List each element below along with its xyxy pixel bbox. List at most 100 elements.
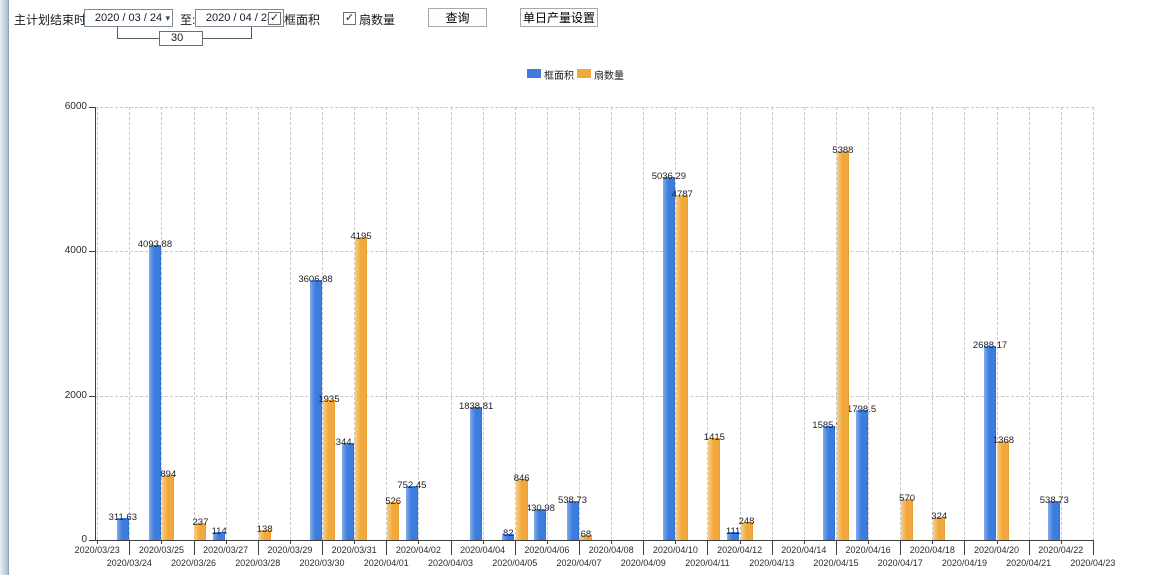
y-axis-tick-label: 2000: [64, 389, 87, 401]
bar-value-label: 138: [256, 524, 273, 536]
bar-value-label: 114: [211, 525, 227, 537]
gridline-vertical: [611, 107, 613, 540]
y-axis-tick: [89, 540, 95, 541]
x-axis-tick: [1028, 540, 1030, 555]
checkbox-fan-count-label: 扇数量: [359, 13, 396, 27]
bar-frame-area: [1048, 501, 1061, 540]
bar-value-label: 1935: [318, 394, 340, 406]
x-axis-tick-label: 2020/04/07: [556, 558, 602, 568]
checkbox-fan-count[interactable]: ✓: [343, 12, 356, 25]
bracket-line-right: [251, 27, 252, 39]
gridline-vertical: [354, 107, 356, 540]
y-axis-tick-label: 4000: [64, 245, 87, 257]
gridline-vertical: [803, 107, 805, 540]
gridline-vertical: [900, 107, 902, 540]
x-axis-tick-label: 2020/04/02: [395, 545, 441, 555]
x-axis-tick: [257, 540, 259, 555]
bar-value-label: 570: [899, 492, 916, 504]
x-axis-tick-label: 2020/04/04: [460, 545, 506, 555]
bar-value-label: 5388: [832, 145, 854, 157]
x-axis-tick-label: 2020/03/27: [203, 545, 249, 555]
bar-value-label: 1838.81: [458, 401, 494, 413]
bar-frame-area: [116, 517, 129, 540]
bar-fan-count: [997, 441, 1010, 540]
gridline-vertical: [225, 107, 227, 540]
bar-fan-count: [708, 437, 721, 540]
y-axis-tick: [89, 395, 95, 397]
x-axis-tick: [289, 540, 291, 544]
bar-value-label: 237: [192, 516, 209, 528]
query-button[interactable]: 查询: [428, 8, 487, 27]
bar-value-label: 1344.95: [330, 436, 365, 448]
x-axis-tick-label: 2020/03/26: [171, 558, 217, 568]
x-axis-tick: [803, 540, 805, 544]
x-axis-tick: [546, 540, 548, 544]
gridline-horizontal: [95, 107, 1094, 108]
x-axis-tick-label: 2020/03/31: [331, 545, 377, 555]
bar-fan-count: [355, 237, 368, 540]
gridline-vertical: [643, 107, 645, 540]
x-axis-tick: [868, 540, 870, 544]
date-from-input[interactable]: 2020 / 03 / 24 ▾: [84, 9, 173, 27]
x-axis-tick: [129, 540, 131, 555]
bar-fan-count: [162, 475, 175, 540]
interval-days-input[interactable]: 30: [159, 31, 203, 46]
checkbox-frame-area[interactable]: ✓: [268, 12, 281, 25]
y-axis-line: [95, 107, 96, 541]
bar-value-label: 538.73: [1039, 495, 1069, 507]
y-axis-tick-label: 6000: [64, 101, 87, 112]
x-axis-tick: [739, 540, 741, 544]
x-axis-tick-label: 2020/04/01: [363, 558, 409, 568]
x-axis-tick: [1092, 540, 1094, 555]
gridline-horizontal: [95, 395, 1094, 397]
gridline-vertical: [579, 107, 580, 540]
bar-frame-area: [823, 425, 836, 540]
x-axis-tick: [675, 540, 677, 544]
bar-value-label: 1368: [992, 435, 1015, 447]
x-axis-tick-label: 2020/04/15: [813, 558, 859, 568]
gridline-vertical: [675, 107, 677, 540]
bar-value-label: 894: [160, 469, 177, 481]
gridline-vertical: [97, 107, 99, 540]
bar-fan-count: [258, 530, 271, 540]
bar-value-label: 324: [931, 510, 948, 522]
x-axis-tick: [996, 540, 998, 544]
bar-fan-count: [194, 522, 207, 540]
chevron-down-icon[interactable]: ▾: [165, 13, 170, 23]
gridline-vertical: [546, 107, 548, 540]
bar-fan-count: [676, 194, 689, 540]
bar-value-label: 4195: [350, 231, 372, 243]
bar-fan-count: [579, 535, 592, 540]
x-axis-tick: [771, 540, 773, 555]
x-axis-tick: [643, 540, 645, 555]
x-axis-tick-label: 2020/04/08: [588, 545, 634, 555]
bar-frame-area: [984, 346, 997, 540]
bar-value-label: 1798.5: [847, 404, 877, 416]
x-axis-tick-label: 2020/04/10: [652, 545, 698, 555]
x-axis-tick-label: 2020/03/23: [74, 545, 120, 555]
bar-value-label: 1415: [703, 431, 725, 443]
gridline-vertical: [418, 107, 420, 540]
bar-value-label: 2688.17: [972, 340, 1008, 351]
x-axis-tick-label: 2020/03/25: [138, 545, 184, 555]
bar-frame-area: [405, 485, 418, 540]
x-axis-tick-label: 2020/03/29: [267, 545, 313, 555]
gridline-vertical: [129, 107, 131, 540]
x-axis-tick-label: 2020/04/22: [1038, 545, 1084, 555]
bar-value-label: 846: [513, 472, 530, 484]
bar-fan-count: [515, 478, 528, 540]
x-axis-tick-label: 2020/04/12: [717, 545, 763, 555]
x-axis-tick: [932, 540, 934, 544]
x-axis-tick-label: 2020/03/30: [299, 558, 345, 568]
gridline-vertical: [739, 107, 741, 540]
x-axis-tick-label: 2020/04/23: [1070, 558, 1116, 568]
x-axis-tick: [450, 540, 452, 555]
x-axis-tick: [482, 540, 484, 544]
daily-output-settings-button[interactable]: 单日产量设置: [520, 8, 598, 27]
x-axis-tick: [97, 540, 99, 544]
bar-value-label: 1585.96: [812, 419, 847, 431]
x-axis-tick: [418, 540, 420, 544]
x-axis-tick-label: 2020/04/21: [1006, 558, 1052, 568]
x-axis-tick: [225, 540, 227, 544]
x-axis-tick-label: 2020/04/19: [941, 558, 987, 568]
